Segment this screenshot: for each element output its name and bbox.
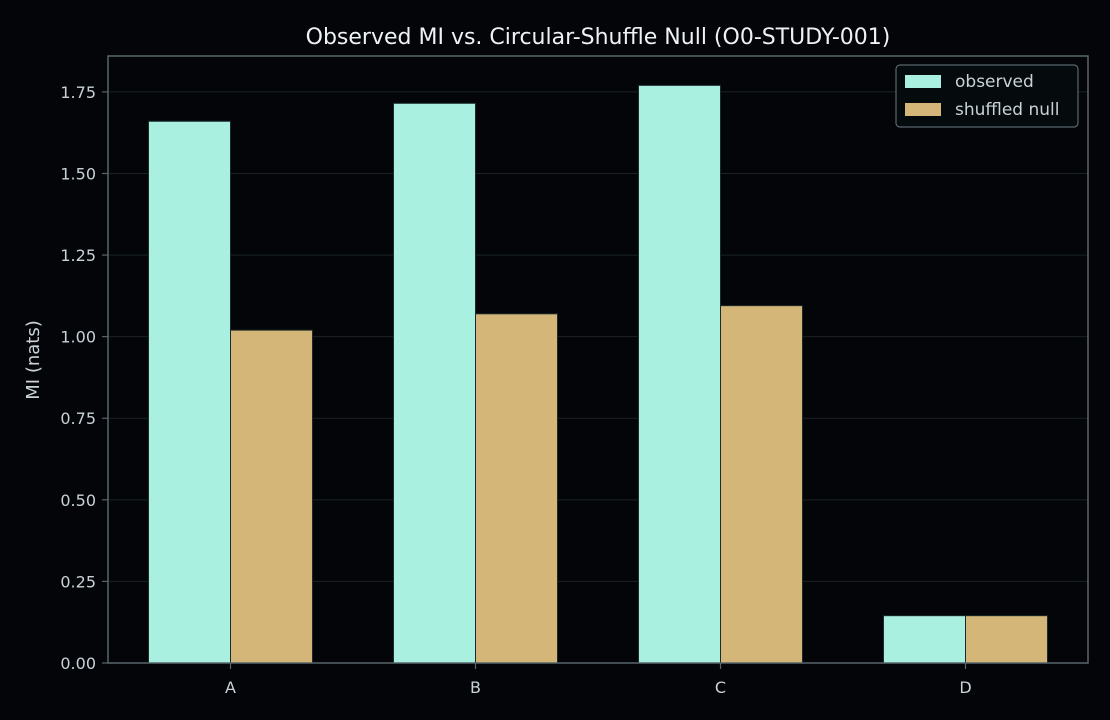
y-tick-label: 0.00 [60,654,96,673]
y-tick-label: 0.50 [60,491,96,510]
plot-frame [107,55,1089,664]
x-tick-label: A [225,678,236,697]
bar-observed-D [883,615,966,664]
chart-title: Observed MI vs. Circular-Shuffle Null (O… [306,25,891,50]
y-tick-label: 1.75 [60,83,96,102]
y-tick-label: 1.00 [60,328,96,347]
y-tick-label: 0.75 [60,409,96,428]
legend-swatch [905,103,941,116]
y-tick-label: 1.50 [60,164,96,183]
bar-shuffled-null-D [965,615,1048,664]
bar-shuffled-null-C [720,305,803,664]
x-tick-label: D [959,678,971,697]
legend-label: observed [955,72,1034,92]
bar-observed-C [638,84,721,664]
y-tick-label: 0.25 [60,572,96,591]
legend-box [895,64,1079,128]
bar-observed-B [393,102,476,664]
x-tick-label: C [715,678,726,697]
y-tick-label: 1.25 [60,246,96,265]
bar-shuffled-null-B [475,313,558,664]
x-tick-label: B [470,678,481,697]
y-axis-label: MI (nats) [23,320,44,399]
axes: 0.00 0.25 0.50 0.75 1.00 1.25 1.50 1.75 A B C D [60,55,1089,697]
bar-shuffled-null-A [230,329,313,664]
legend-label: shuffled null [955,100,1060,120]
bars [148,84,1048,664]
legend: observed shuffled null [895,64,1079,128]
legend-swatch [905,75,941,88]
bar-observed-A [148,120,231,664]
